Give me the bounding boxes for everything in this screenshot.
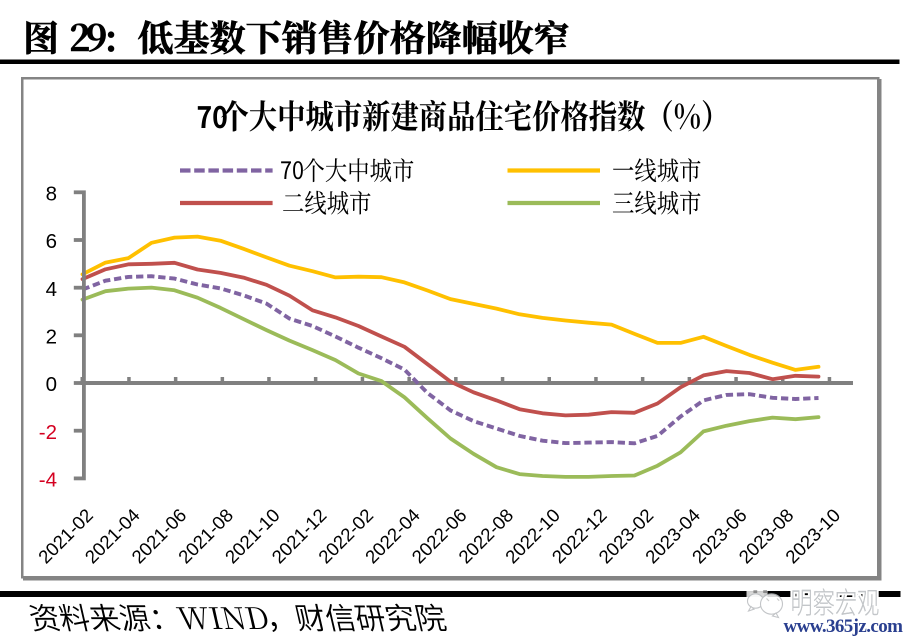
svg-text:-4: -4 (39, 469, 57, 492)
svg-text:6: 6 (46, 230, 57, 253)
svg-text:4: 4 (46, 278, 57, 301)
svg-text:-2: -2 (39, 421, 57, 444)
svg-text:0: 0 (46, 373, 57, 396)
svg-text:2: 2 (46, 326, 57, 349)
svg-text:8: 8 (46, 183, 57, 206)
svg-text:www.365jz.com: www.365jz.com (784, 616, 904, 637)
